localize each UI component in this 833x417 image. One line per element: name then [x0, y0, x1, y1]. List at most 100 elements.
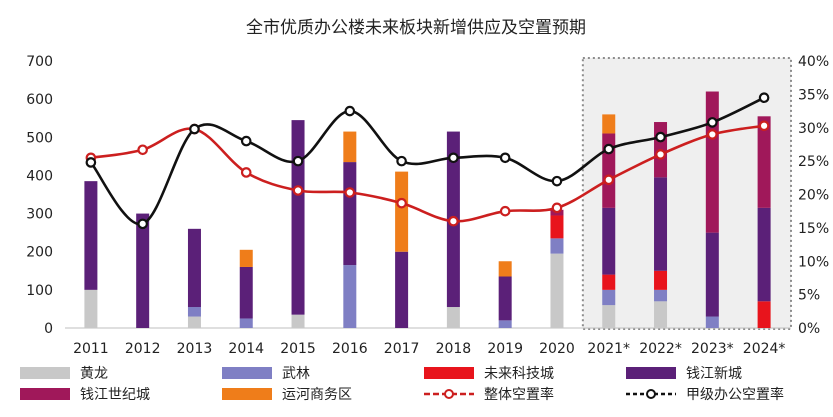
series-point — [137, 144, 148, 156]
y2-tick-label: 30% — [798, 121, 829, 137]
series-point — [396, 197, 407, 209]
bar-segment — [187, 307, 201, 317]
bar-segment — [239, 266, 253, 319]
legend-marker — [646, 389, 656, 399]
legend-marker — [444, 389, 454, 399]
bar-segment — [757, 301, 771, 328]
x-tick-label: 2021* — [587, 341, 630, 357]
series-point — [707, 117, 718, 128]
x-tick-label: 2012 — [125, 341, 161, 357]
bar-segment — [187, 228, 201, 308]
series-point — [758, 120, 770, 132]
x-tick-label: 2024* — [743, 341, 786, 357]
x-tick-label: 2011 — [73, 341, 109, 357]
bar-segment — [757, 207, 771, 302]
legend-label: 钱江新城 — [686, 366, 742, 382]
bar-segment — [654, 177, 668, 271]
y2-tick-label: 15% — [798, 221, 829, 237]
bar-segment — [550, 215, 564, 239]
legend-swatch — [424, 367, 474, 379]
legend-swatch — [626, 367, 676, 379]
bar-segment — [602, 305, 616, 328]
legend-swatch — [222, 388, 272, 400]
series-point — [499, 152, 511, 164]
y2-tick-label: 25% — [798, 154, 829, 170]
legend-swatch — [20, 388, 70, 400]
y-tick-label: 100 — [26, 283, 53, 299]
bar-segment — [654, 270, 668, 290]
series-point — [292, 155, 304, 167]
legend-label: 钱江世纪城 — [80, 387, 150, 403]
y2-tick-label: 20% — [798, 188, 829, 204]
series-point — [396, 155, 407, 167]
forecast-region — [581, 57, 792, 330]
series-point — [655, 131, 666, 143]
y-tick-label: 700 — [26, 54, 53, 70]
legend-label: 未来科技城 — [484, 366, 554, 382]
series-point — [85, 157, 97, 168]
bar-segment — [498, 261, 512, 277]
series-point — [707, 129, 718, 140]
legend-label: 甲级办公空置率 — [686, 386, 784, 403]
x-tick-label: 2014 — [228, 341, 264, 357]
series-point — [292, 185, 304, 196]
bar-segment — [705, 91, 719, 233]
series-point — [551, 202, 563, 214]
y2-tick-label: 5% — [798, 288, 820, 304]
y-tick-label: 500 — [26, 130, 53, 146]
series-point — [344, 105, 356, 117]
bar-segment — [498, 276, 512, 321]
series-point — [551, 175, 563, 187]
bar-segment — [395, 251, 409, 328]
series-point — [240, 135, 252, 147]
bar-segment — [550, 253, 564, 328]
bar-segment — [602, 207, 616, 275]
bar-segment — [757, 116, 771, 208]
series-point — [344, 187, 356, 198]
series-point — [655, 149, 666, 160]
bar-segment — [395, 171, 409, 252]
bar-segment — [84, 289, 98, 328]
x-tick-label: 2022* — [639, 341, 682, 357]
x-tick-label: 2020 — [539, 341, 575, 357]
bar-segment — [343, 265, 357, 328]
x-tick-label: 2018 — [436, 341, 472, 357]
bar-segment — [291, 120, 305, 315]
x-tick-label: 2017 — [384, 341, 420, 357]
x-tick-label: 2015 — [280, 341, 316, 357]
y2-tick-label: 35% — [798, 87, 829, 103]
x-tick-label: 2016 — [332, 341, 368, 357]
legend-label: 运河商务区 — [282, 387, 352, 403]
legend-label: 黄龙 — [80, 365, 108, 382]
x-tick-label: 2023* — [691, 341, 734, 357]
chart-title: 全市优质办公楼未来板块新增供应及空置预期 — [246, 18, 586, 38]
y-tick-label: 600 — [26, 92, 53, 108]
bar-segment — [136, 213, 150, 328]
series-point — [137, 218, 148, 230]
y-tick-label: 400 — [26, 168, 53, 184]
y-tick-label: 0 — [44, 321, 53, 337]
series-point — [448, 152, 459, 164]
bar-segment — [705, 316, 719, 328]
bar-segment — [239, 318, 253, 328]
bar-segment — [343, 131, 357, 163]
legend-label: 整体空置率 — [484, 386, 554, 403]
bar-segment — [602, 114, 616, 134]
x-tick-label: 2019 — [487, 341, 523, 357]
series-point — [448, 215, 459, 227]
bar-segment — [446, 307, 460, 328]
legend-swatch — [222, 367, 272, 379]
bar-segment — [602, 274, 616, 290]
bar-segment — [84, 181, 98, 290]
y-tick-label: 200 — [26, 245, 53, 261]
bar-segment — [550, 238, 564, 254]
bar-segment — [187, 316, 201, 328]
series-point — [240, 167, 252, 178]
legend-swatch — [20, 367, 70, 379]
series-point — [189, 123, 200, 135]
y-tick-label: 300 — [26, 207, 53, 223]
series-point — [603, 174, 615, 186]
bar-segment — [602, 289, 616, 306]
x-tick-label: 2013 — [177, 341, 213, 357]
